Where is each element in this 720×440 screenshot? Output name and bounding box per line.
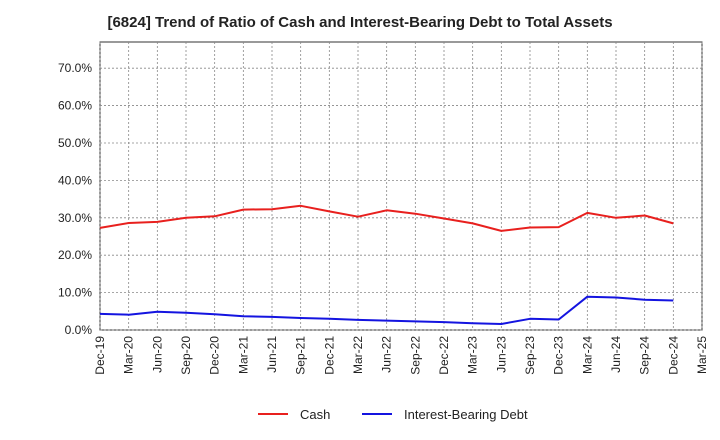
x-tick-label: Dec-24: [666, 336, 680, 375]
x-tick-label: Mar-20: [122, 336, 136, 374]
x-tick-label: Sep-22: [408, 336, 422, 375]
x-tick-label: Sep-23: [523, 336, 537, 375]
legend-label-interest-bearing-debt: Interest-Bearing Debt: [404, 407, 528, 422]
x-tick-label: Dec-22: [437, 336, 451, 375]
legend-label-cash: Cash: [300, 407, 330, 422]
x-tick-label: Sep-20: [179, 336, 193, 375]
x-tick-label: Dec-23: [552, 336, 566, 375]
y-tick-label: 20.0%: [58, 248, 92, 262]
x-tick-label: Jun-23: [494, 336, 508, 373]
x-tick-label: Jun-20: [150, 336, 164, 373]
x-tick-label: Sep-24: [638, 336, 652, 375]
x-tick-label: Mar-23: [466, 336, 480, 374]
y-tick-label: 0.0%: [65, 323, 93, 337]
x-tick-label: Mar-21: [236, 336, 250, 374]
plot-area: [99, 41, 703, 331]
x-tick-label: Mar-24: [580, 336, 594, 374]
series-line-cash: [99, 204, 674, 232]
x-tick-label: Jun-24: [609, 336, 623, 373]
x-tick-label: Sep-21: [294, 336, 308, 375]
y-tick-label: 30.0%: [58, 211, 92, 225]
y-tick-label: 40.0%: [58, 173, 92, 187]
y-tick-label: 70.0%: [58, 61, 92, 75]
chart-title: [6824] Trend of Ratio of Cash and Intere…: [107, 14, 613, 31]
x-tick-label: Dec-19: [93, 336, 107, 375]
x-tick-label: Jun-22: [380, 336, 394, 373]
y-tick-label: 10.0%: [58, 286, 92, 300]
y-tick-label: 50.0%: [58, 136, 92, 150]
x-tick-label: Mar-25: [695, 336, 709, 374]
x-tick-label: Dec-20: [208, 336, 222, 375]
y-tick-label: 60.0%: [58, 99, 92, 113]
series-line-interest-bearing-debt: [99, 295, 674, 325]
x-tick-label: Jun-21: [265, 336, 279, 373]
x-tick-label: Mar-22: [351, 336, 365, 374]
x-tick-label: Dec-21: [322, 336, 336, 375]
